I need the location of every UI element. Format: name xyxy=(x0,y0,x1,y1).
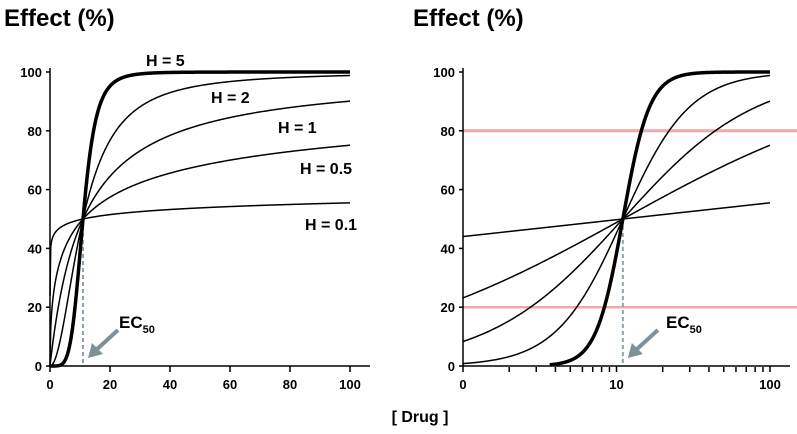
curve-h-2 xyxy=(49,74,351,367)
y-tick-label-40: 40 xyxy=(28,241,42,256)
left-panel-title: Effect (%) xyxy=(4,5,115,32)
y-tick-label-60: 60 xyxy=(28,183,42,198)
curve-label-h-5: H = 5 xyxy=(146,53,185,70)
x-tick-label-100: 100 xyxy=(339,377,361,392)
y-tick-label-0: 0 xyxy=(35,359,42,374)
left-ec50-label: EC50 xyxy=(119,313,155,336)
x-tick-label-20: 20 xyxy=(103,377,117,392)
curve-h-0-1 xyxy=(462,202,771,238)
curve-h-5 xyxy=(548,70,771,367)
curve-h-1 xyxy=(462,100,771,343)
arrow-shaft xyxy=(633,328,660,353)
arrow-head xyxy=(88,343,103,358)
x-tick-label-80: 80 xyxy=(283,377,297,392)
x-tick-label-100: 100 xyxy=(759,377,781,392)
y-tick-label-80: 80 xyxy=(441,124,455,139)
x-tick-label-1: 0 xyxy=(459,377,466,392)
y-tick-label-20: 20 xyxy=(28,300,42,315)
right-panel-title: Effect (%) xyxy=(413,5,524,32)
arrow-shaft xyxy=(93,328,120,353)
left-ec50-annotation: EC50 xyxy=(88,313,155,358)
y-tick-label-100: 100 xyxy=(433,65,455,80)
curve-h-5 xyxy=(49,70,351,368)
x-tick-label-60: 60 xyxy=(223,377,237,392)
shared-x-axis-label: [ Drug ] xyxy=(392,409,449,426)
curve-h-2 xyxy=(462,74,771,365)
curve-h-0-1 xyxy=(49,202,351,296)
y-tick-label-20: 20 xyxy=(441,300,455,315)
curve-h-1 xyxy=(49,100,351,367)
x-tick-label-10: 10 xyxy=(609,377,623,392)
right-ec50-arrow-icon xyxy=(627,328,660,358)
left-ec50-label-main: EC xyxy=(119,313,143,332)
y-tick-label-60: 60 xyxy=(441,183,455,198)
left-ec50-arrow-icon xyxy=(88,328,120,358)
right-ec50-annotation: EC50 xyxy=(627,313,702,358)
curve-label-h-0-1: H = 0.1 xyxy=(305,217,357,234)
left-ec50-label-sub: 50 xyxy=(143,324,155,336)
x-tick-label-0: 0 xyxy=(46,377,53,392)
right-ec50-label-sub: 50 xyxy=(690,324,702,336)
y-tick-label-100: 100 xyxy=(20,65,42,80)
curve-h-0-5 xyxy=(462,144,771,299)
log-dose-response-panel: Effect (%) 0 20 40 60 80 100 0 10 100 EC50 xyxy=(413,5,797,392)
curve-label-h-1: H = 1 xyxy=(278,120,317,137)
y-tick-label-80: 80 xyxy=(28,124,42,139)
arrow-head xyxy=(627,343,643,358)
y-tick-label-40: 40 xyxy=(441,241,455,256)
curve-label-h-2: H = 2 xyxy=(211,90,250,107)
curve-h-0-5 xyxy=(49,144,351,366)
linear-dose-response-panel: Effect (%) 0 20 40 60 80 100 0 20 40 60 80 100 H =… xyxy=(4,5,370,392)
right-ec50-label-main: EC xyxy=(666,313,690,332)
y-tick-label-0: 0 xyxy=(448,359,455,374)
x-tick-label-40: 40 xyxy=(163,377,177,392)
curve-label-h-0-5: H = 0.5 xyxy=(300,161,352,178)
right-ec50-label: EC50 xyxy=(666,313,702,336)
